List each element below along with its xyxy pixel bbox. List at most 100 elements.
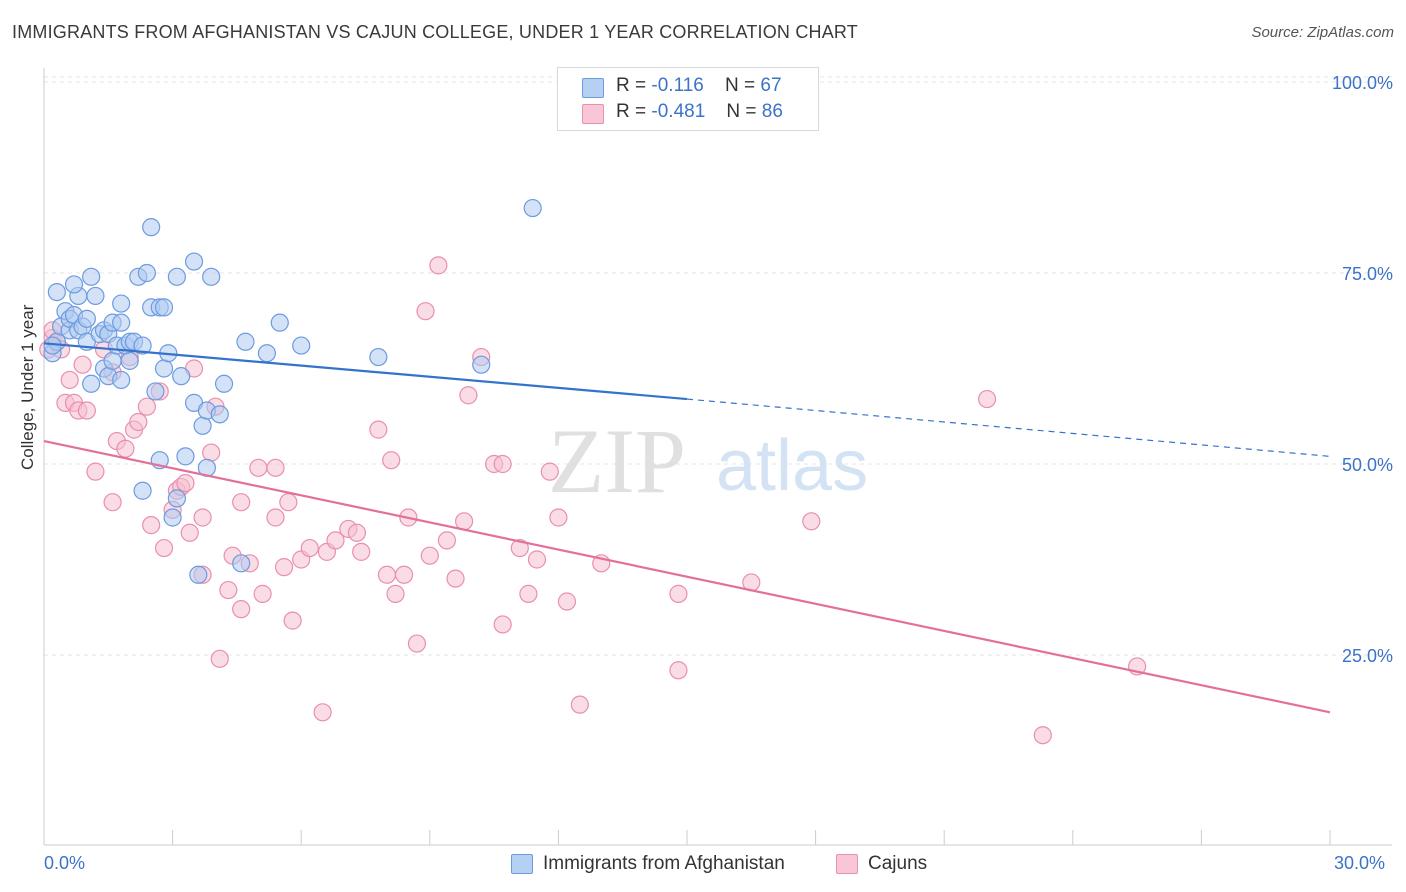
afghanistan-point <box>210 405 229 424</box>
afghanistan-point <box>369 347 388 367</box>
y-tick-label: 100.0% <box>1332 73 1393 93</box>
bottom-legend-label: Cajuns <box>868 853 928 874</box>
cajuns-point <box>154 538 174 558</box>
cajuns-point <box>73 355 92 374</box>
legend-n-value: 67 <box>760 75 782 96</box>
cajuns-point <box>407 634 427 653</box>
source-label: Source: ZipAtlas.com <box>1251 24 1394 41</box>
cajuns-point <box>326 531 345 550</box>
y-tick-labels: 25.0% 50.0% 75.0% 100.0% <box>1332 73 1393 666</box>
legend-r-value: -0.116 <box>651 75 704 96</box>
cajuns-point <box>669 661 688 680</box>
legend-n-label: N = <box>726 101 757 122</box>
afghanistan-point <box>172 367 191 386</box>
afghanistan-point <box>184 252 204 271</box>
cajuns-point <box>103 493 122 512</box>
cajuns-point <box>129 412 148 432</box>
afghanistan-point <box>112 294 131 313</box>
afghanistan-point <box>146 382 165 401</box>
afghanistan-trendline <box>43 342 688 401</box>
cajuns-point <box>429 256 448 275</box>
afghanistan-point <box>154 359 174 378</box>
afghanistan-point <box>77 309 96 328</box>
cajuns-point <box>300 538 319 558</box>
bottom-legend-swatch-pink <box>836 854 858 874</box>
cajuns-point <box>540 462 559 481</box>
legend-r-label: R = <box>616 101 647 122</box>
afghanistan-point <box>236 332 255 351</box>
cajuns-point <box>549 508 568 527</box>
afghanistan-point <box>154 298 174 317</box>
cajuns-point <box>232 493 251 512</box>
cajuns-point <box>459 386 478 405</box>
chart-title: IMMIGRANTS FROM AFGHANISTAN VS CAJUN COL… <box>12 22 858 42</box>
cajuns-point <box>493 615 512 634</box>
cajuns-point <box>283 611 302 630</box>
afghanistan-point <box>133 336 152 355</box>
cajuns-point <box>527 550 547 569</box>
y-tick-label: 25.0% <box>1342 646 1393 666</box>
afghanistan-point <box>232 554 251 573</box>
cajuns-point <box>137 397 156 416</box>
y-tick-label: 50.0% <box>1342 455 1393 475</box>
cajuns-point <box>202 443 221 462</box>
x-tick-min: 0.0% <box>44 853 86 873</box>
cajuns-point <box>352 542 371 561</box>
afghanistan-point <box>103 351 122 370</box>
cajuns-trendline <box>43 440 1331 714</box>
afghanistan-point <box>133 481 152 500</box>
cajuns-point <box>570 695 589 714</box>
afghanistan-point <box>214 374 234 393</box>
cajuns-point <box>382 451 401 470</box>
cajuns-point <box>802 512 821 531</box>
cajuns-point <box>232 600 251 619</box>
trendlines <box>43 342 1331 714</box>
cajuns-point <box>266 508 285 527</box>
correlation-legend: R = -0.116 N = 67 R = -0.481 N = 86 <box>557 67 819 131</box>
afghanistan-point <box>142 218 161 237</box>
afghanistan-point <box>137 263 156 283</box>
y-axis-label: College, Under 1 year <box>18 304 37 470</box>
afghanistan-point <box>202 267 221 286</box>
bottom-legend-swatch-blue <box>511 854 533 874</box>
afghanistan-point <box>120 351 139 370</box>
watermark-zip: ZIP <box>548 410 686 512</box>
bottom-legend-label: Immigrants from Afghanistan <box>543 853 785 874</box>
afghanistan-point <box>112 370 131 390</box>
cajuns-point <box>446 569 465 588</box>
cajuns-point <box>253 584 272 603</box>
axes <box>43 68 1392 846</box>
legend-r-value: -0.481 <box>651 101 706 122</box>
cajuns-point <box>437 531 457 550</box>
afghanistan-point <box>292 336 311 355</box>
cajuns-point <box>386 584 405 603</box>
afghanistan-point <box>82 267 101 286</box>
afghanistan-point <box>523 198 542 218</box>
cajuns-point <box>369 420 388 439</box>
legend-r-label: R = <box>616 75 647 96</box>
cajuns-point <box>557 592 577 611</box>
cajuns-point <box>274 558 294 577</box>
afghanistan-trendline-extension <box>686 398 1331 457</box>
cajuns-point <box>60 370 79 390</box>
cajuns-point <box>1033 726 1052 745</box>
watermark-atlas: atlas <box>716 426 868 506</box>
afghanistan-point <box>257 344 277 363</box>
cajuns-point <box>454 512 474 531</box>
afghanistan-point <box>82 374 101 393</box>
cajuns-point <box>77 401 96 420</box>
afghanistan-point <box>47 283 66 302</box>
cajuns-point <box>977 389 997 409</box>
cajuns-point <box>510 538 529 558</box>
legend-n-value: 86 <box>761 101 783 122</box>
afghanistan-point <box>163 508 182 527</box>
y-tick-label: 75.0% <box>1342 264 1393 284</box>
cajuns-point <box>219 580 238 600</box>
afghanistan-point <box>270 313 289 332</box>
watermark: ZIP atlas <box>548 410 868 512</box>
cajuns-point <box>210 649 229 668</box>
cajuns-point <box>416 302 435 321</box>
cajuns-point <box>519 584 538 603</box>
afghanistan-point <box>193 416 212 435</box>
